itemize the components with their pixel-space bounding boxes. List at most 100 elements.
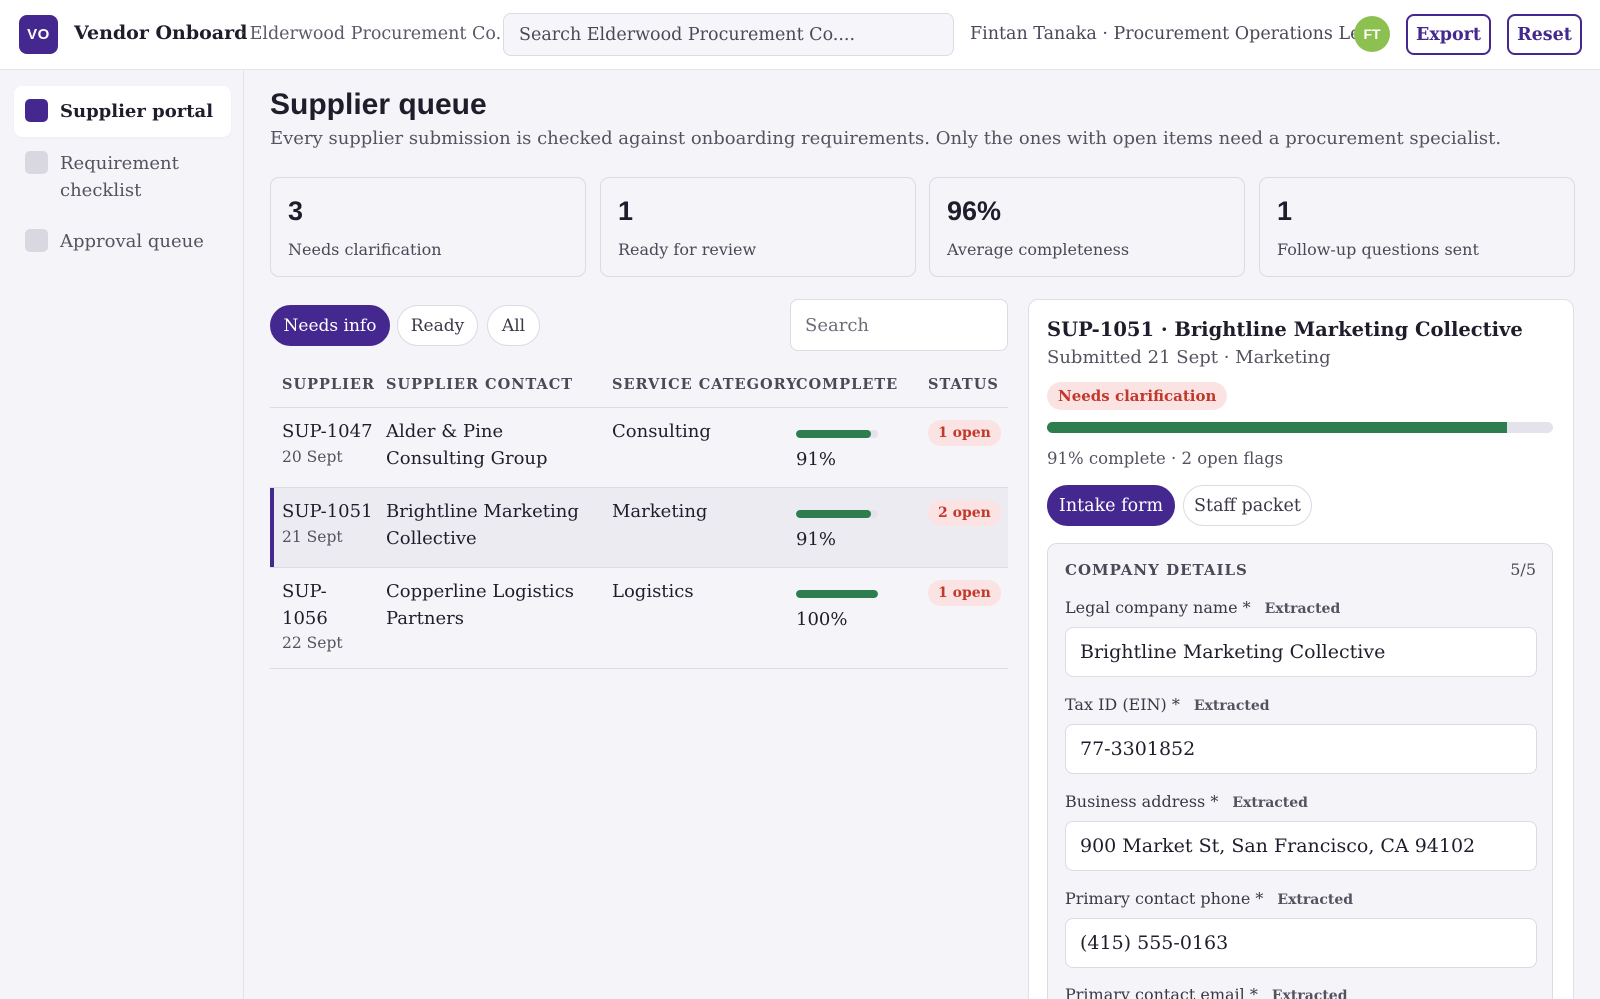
section-count: 5/5 — [1510, 560, 1536, 579]
filter-needs-info[interactable]: Needs info — [270, 305, 390, 346]
supplier-date: 20 Sept — [282, 448, 343, 466]
business-address-field[interactable] — [1065, 821, 1537, 871]
complete-bar-fill — [796, 590, 878, 598]
supplier-contact: Copperline Logistics Partners — [386, 581, 575, 629]
stat-card-needs-clarification: 3 Needs clarification — [270, 177, 586, 277]
filter-all[interactable]: All — [487, 305, 540, 346]
field-label-text: Business address * — [1065, 792, 1219, 811]
service-category: Logistics — [612, 581, 694, 602]
detail-panel: SUP-1051 · Brightline Marketing Collecti… — [1028, 299, 1574, 999]
table-row[interactable]: SUP- 1056 22 Sept Copperline Logistics Pa… — [270, 568, 1008, 668]
supplier-contact: Alder & Pine Consulting Group — [386, 421, 548, 469]
table-row[interactable]: SUP-1047 20 Sept Alder & Pine Consulting… — [270, 408, 1008, 487]
col-header-contact[interactable]: SUPPLIER CONTACT — [386, 376, 574, 393]
supplier-id: SUP- 1056 — [282, 581, 328, 629]
complete-bar-fill — [796, 430, 871, 438]
service-category: Marketing — [612, 501, 708, 522]
page-subtitle: Every supplier submission is checked aga… — [270, 128, 1502, 149]
stat-label: Follow-up questions sent — [1277, 240, 1479, 259]
detail-progress-label: 91% complete · 2 open flags — [1047, 449, 1284, 468]
tab-intake-form[interactable]: Intake form — [1047, 485, 1175, 526]
stat-value: 3 — [288, 196, 304, 226]
global-search-input[interactable] — [503, 13, 954, 56]
stat-label: Needs clarification — [288, 240, 442, 259]
complete-label: 91% — [796, 449, 837, 470]
col-header-complete[interactable]: COMPLETE — [796, 376, 899, 393]
field-label-tax-id: Tax ID (EIN) * Extracted — [1065, 695, 1270, 714]
legal-company-name-field[interactable] — [1065, 627, 1537, 677]
sidebar-item-requirement-checklist[interactable]: Requirement checklist — [14, 138, 194, 216]
stat-card-follow-up-questions: 1 Follow-up questions sent — [1259, 177, 1575, 277]
sidebar: Supplier portal Requirement checklist Ap… — [0, 70, 244, 999]
extracted-tag: Extracted — [1232, 795, 1308, 811]
square-icon — [25, 151, 48, 174]
field-label-text: Legal company name * — [1065, 598, 1251, 617]
detail-title: SUP-1051 · Brightline Marketing Collecti… — [1047, 318, 1523, 341]
top-bar: VO Vendor Onboard · Elderwood Procurement… — [0, 0, 1600, 70]
complete-label: 100% — [796, 609, 848, 630]
supplier-date: 21 Sept — [282, 528, 343, 546]
field-label-text: Primary contact phone * — [1065, 889, 1264, 908]
extracted-tag: Extracted — [1277, 892, 1354, 908]
status-badge: 1 open — [928, 420, 1001, 446]
app-title: Vendor Onboard — [74, 22, 248, 44]
extracted-tag: Extracted — [1264, 601, 1341, 617]
supplier-contact: Brightline Marketing Collective — [386, 501, 579, 549]
field-label-text: Tax ID (EIN) * — [1065, 695, 1180, 714]
complete-bar — [796, 510, 878, 518]
sidebar-item-approval-queue[interactable]: Approval queue — [14, 216, 231, 267]
table-row[interactable]: SUP-1051 21 Sept Brightline Marketing Co… — [270, 488, 1008, 567]
company-details-section: COMPANY DETAILS 5/5 Legal company name *… — [1047, 543, 1553, 999]
stat-label: Average completeness — [947, 240, 1130, 259]
divider — [270, 567, 1008, 568]
field-label-contact-phone: Primary contact phone * Extracted — [1065, 889, 1353, 908]
service-category: Consulting — [612, 421, 711, 442]
square-icon — [25, 229, 48, 252]
app-logo: VO — [19, 15, 58, 54]
supplier-id: SUP-1051 — [282, 501, 373, 522]
stat-card-ready-for-review: 1 Ready for review — [600, 177, 916, 277]
detail-progress-bar — [1047, 422, 1553, 433]
complete-bar — [796, 430, 878, 438]
reset-button[interactable]: Reset — [1507, 14, 1582, 55]
filter-ready[interactable]: Ready — [397, 305, 478, 346]
section-title: COMPANY DETAILS — [1065, 561, 1248, 579]
tax-id-field[interactable] — [1065, 724, 1537, 774]
stat-value: 1 — [1277, 196, 1293, 226]
sidebar-item-label: Approval queue — [60, 231, 204, 252]
complete-bar — [796, 590, 878, 598]
stat-card-average-completeness: 96% Average completeness — [929, 177, 1245, 277]
stat-label: Ready for review — [618, 240, 757, 259]
stat-value: 1 — [618, 196, 634, 226]
col-header-supplier[interactable]: SUPPLIER — [282, 376, 376, 393]
avatar[interactable]: FT — [1354, 16, 1390, 52]
org-name: · Elderwood Procurement Co. — [240, 24, 502, 44]
field-label-text: Primary contact email * — [1065, 985, 1258, 999]
field-label-contact-email: Primary contact email * Extracted — [1065, 985, 1347, 999]
divider — [270, 407, 1008, 408]
complete-label: 91% — [796, 529, 837, 550]
sidebar-item-label: Supplier portal — [60, 101, 214, 122]
square-icon — [25, 99, 48, 122]
tab-staff-packet[interactable]: Staff packet — [1183, 485, 1312, 526]
sidebar-item-label: Requirement checklist — [60, 153, 179, 201]
field-label-legal-name: Legal company name * Extracted — [1065, 598, 1340, 617]
status-badge: 1 open — [928, 580, 1001, 606]
contact-phone-field[interactable] — [1065, 918, 1537, 968]
field-label-business-address: Business address * Extracted — [1065, 792, 1308, 811]
complete-bar-fill — [796, 510, 871, 518]
stat-value: 96% — [947, 196, 1002, 226]
user-label: Fintan Tanaka · Procurement Operations L… — [970, 24, 1383, 44]
table-search-input[interactable] — [790, 299, 1008, 351]
divider — [270, 668, 1008, 669]
status-badge: Needs clarification — [1047, 382, 1228, 410]
export-button[interactable]: Export — [1406, 14, 1491, 55]
status-badge: 2 open — [928, 500, 1001, 526]
org-name-label: Elderwood Procurement Co. — [249, 24, 502, 44]
col-header-status[interactable]: STATUS — [928, 376, 999, 393]
extracted-tag: Extracted — [1271, 988, 1348, 999]
supplier-date: 22 Sept — [282, 634, 343, 652]
sidebar-item-supplier-portal[interactable]: Supplier portal — [14, 86, 231, 137]
col-header-category[interactable]: SERVICE CATEGORY — [612, 376, 798, 393]
divider — [270, 487, 1008, 488]
